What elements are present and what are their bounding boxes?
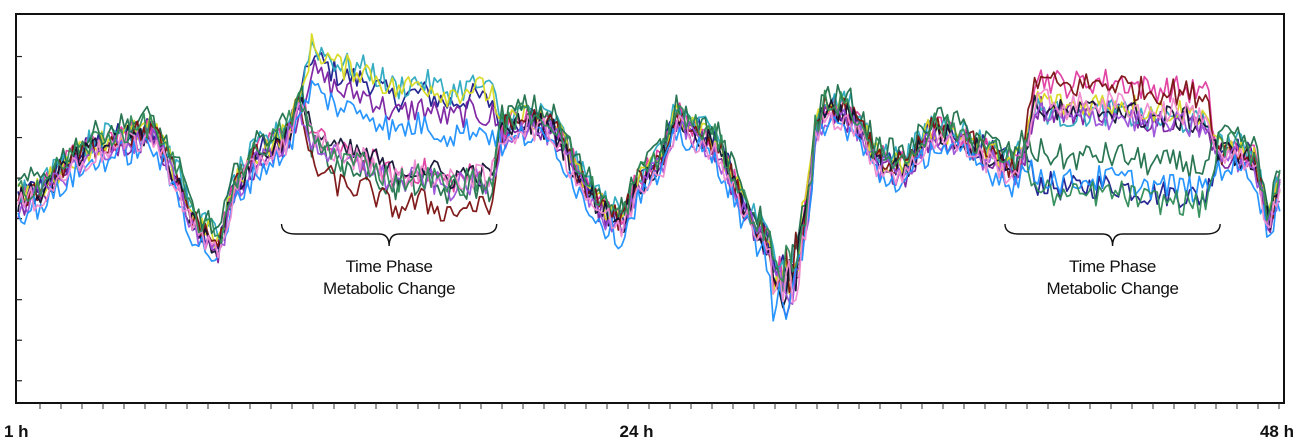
phase-label-2-line-1: Time Phase	[1069, 257, 1156, 276]
phase-label-1-line-2: Metabolic Change	[323, 279, 455, 298]
x-tick-label-1: 1 h	[4, 422, 29, 441]
series-line-9	[17, 101, 1281, 305]
y-axis-ticks	[16, 55, 22, 382]
phase-label-2-line-2: Metabolic Change	[1046, 279, 1178, 298]
x-tick-label-2: 24 h	[620, 422, 654, 441]
phase-label-1-line-1: Time Phase	[346, 257, 433, 276]
series-line-11	[17, 88, 1281, 304]
x-axis-minor-ticks	[39, 403, 1280, 409]
series-lines	[17, 33, 1281, 322]
annotations: Time Phase Metabolic Change Time Phase Meta…	[280, 223, 1221, 298]
plot-frame	[15, 13, 1285, 404]
x-axis-labels: 1 h 24 h 48 h	[4, 422, 1294, 441]
phase-brace-2	[1004, 223, 1221, 247]
series-line-12	[17, 89, 1281, 283]
phase-brace-1	[280, 223, 498, 247]
series-line-6	[17, 84, 1281, 293]
series-line-5	[17, 33, 1281, 296]
x-tick-label-3: 48 h	[1260, 422, 1294, 441]
